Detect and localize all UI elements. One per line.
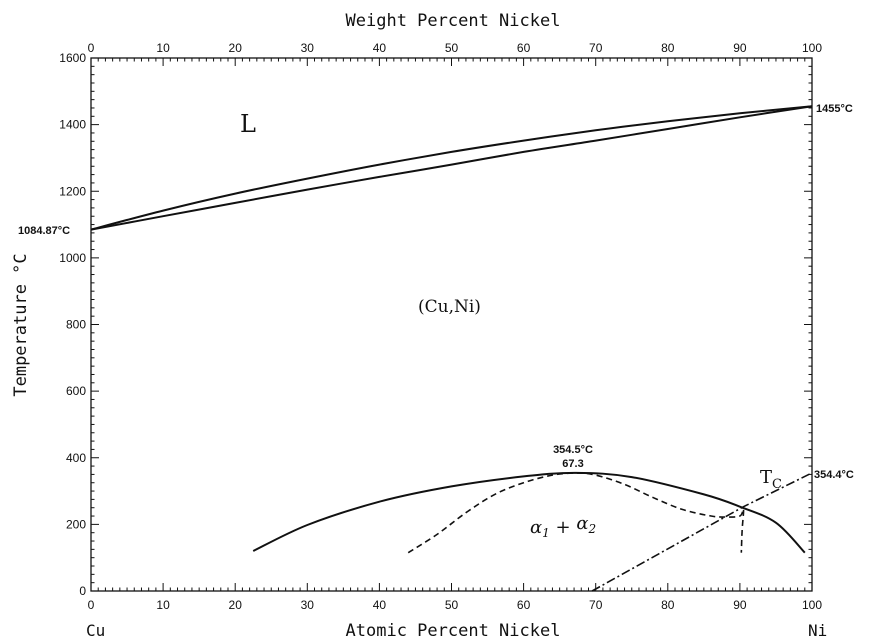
x-top-tick-label: 20: [229, 41, 243, 55]
x-top-tick-label: 70: [589, 41, 603, 55]
x-bottom-tick-label: 10: [156, 598, 170, 612]
x-bottom-tick-label: 20: [229, 598, 243, 612]
cu-melting-point-label: 1084.87°C: [18, 225, 70, 237]
x-bottom-tick-label: 30: [301, 598, 315, 612]
miscibility-gap-label: α1 + α2: [530, 513, 596, 540]
x-bottom-tick-label: 100: [802, 598, 822, 612]
x-bottom-tick-label: 0: [88, 598, 95, 612]
x-top-tick-label: 80: [661, 41, 675, 55]
miscibility-gap-boundary: [252, 471, 806, 554]
x-bottom-tick-label: 90: [733, 598, 747, 612]
ni-end-label: Ni: [808, 621, 827, 640]
curie-temp-label: TC: [760, 467, 782, 492]
x-top-tick-label: 100: [802, 41, 822, 55]
x-top-axis-title: Weight Percent Nickel: [346, 11, 561, 31]
phase-curves: [90, 105, 813, 592]
tick-labels: 0010102020303040405050606070708080909010…: [59, 41, 822, 612]
y-tick-label: 1200: [59, 184, 86, 198]
solidus-curve: [90, 105, 813, 231]
y-tick-label: 800: [66, 318, 86, 332]
y-tick-label: 1400: [59, 118, 86, 132]
x-bottom-tick-label: 80: [661, 598, 675, 612]
y-tick-label: 1000: [59, 251, 86, 265]
x-top-tick-label: 0: [88, 41, 95, 55]
x-top-tick-label: 90: [733, 41, 747, 55]
x-top-tick-label: 60: [517, 41, 531, 55]
x-bottom-tick-label: 40: [373, 598, 387, 612]
liquidus-curve: [90, 105, 813, 231]
critical-composition-label: 67.3: [562, 458, 583, 470]
spinodal-curve: [407, 472, 745, 554]
x-bottom-tick-label: 60: [517, 598, 531, 612]
y-tick-label: 0: [79, 584, 86, 598]
solid-solution-label: (Cu,Ni): [418, 297, 481, 317]
y-tick-label: 400: [66, 451, 86, 465]
cu-end-label: Cu: [86, 621, 105, 640]
critical-temperature-label: 354.5°C: [553, 444, 593, 456]
ni-curie-point-label: 354.4°C: [814, 469, 854, 481]
plot-frame: [90, 57, 813, 592]
x-top-tick-label: 30: [301, 41, 315, 55]
x-top-tick-label: 50: [445, 41, 459, 55]
tick-marks: [90, 57, 813, 592]
y-tick-label: 1600: [59, 51, 86, 65]
y-tick-label: 200: [66, 517, 86, 531]
ni-melting-point-label: 1455°C: [816, 103, 853, 115]
x-bottom-tick-label: 50: [445, 598, 459, 612]
y-tick-label: 600: [66, 384, 86, 398]
liquid-region-label: L: [240, 110, 256, 138]
curie-temperature-line: [591, 472, 813, 592]
x-top-tick-label: 40: [373, 41, 387, 55]
x-top-tick-label: 10: [156, 41, 170, 55]
y-axis-title: Temperature °C: [11, 253, 31, 396]
x-bottom-axis-title: Atomic Percent Nickel: [346, 621, 561, 641]
x-bottom-tick-label: 70: [589, 598, 603, 612]
